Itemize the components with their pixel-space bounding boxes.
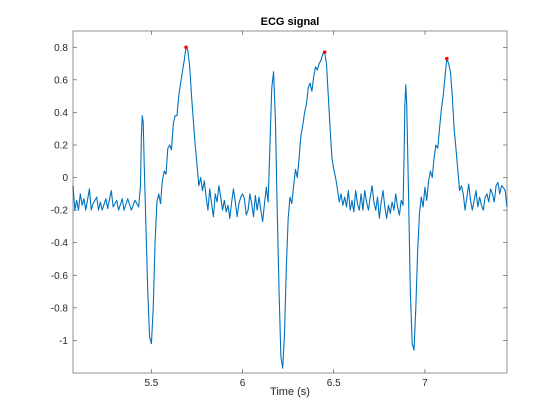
x-tick-label: 6.5 bbox=[327, 378, 341, 389]
x-tick-label: 5.5 bbox=[144, 378, 158, 389]
y-ticks: -1 -0.8 -0.6 -0.4 -0.2 0 0.2 0.4 0.6 0.8 bbox=[51, 43, 507, 347]
x-axis-label: Time (s) bbox=[270, 386, 310, 398]
x-ticks: 5.5 6 6.5 7 bbox=[144, 31, 428, 389]
r-peak-marker bbox=[445, 56, 449, 61]
ecg-signal-line bbox=[72, 46, 508, 369]
y-tick-label: 0.2 bbox=[54, 141, 68, 152]
y-tick-label: 0.8 bbox=[54, 43, 68, 54]
signal-line-layer bbox=[72, 46, 508, 369]
r-peak-marker bbox=[322, 50, 327, 54]
chart-title: ECG signal bbox=[261, 16, 320, 28]
y-tick-label: 0.6 bbox=[54, 75, 68, 86]
r-peak-marker bbox=[184, 45, 188, 50]
x-tick-label: 7 bbox=[422, 378, 428, 389]
y-tick-label: -1 bbox=[59, 336, 68, 347]
y-tick-label: -0.4 bbox=[51, 238, 69, 249]
x-tick-label: 6 bbox=[240, 378, 246, 389]
peak-marker-layer bbox=[184, 45, 449, 61]
y-tick-label: 0.4 bbox=[54, 108, 68, 119]
y-tick-label: -0.8 bbox=[51, 303, 69, 314]
axes-box bbox=[72, 30, 508, 374]
y-tick-label: -0.6 bbox=[51, 271, 69, 282]
y-tick-label: 0 bbox=[62, 173, 68, 184]
y-tick-label: -0.2 bbox=[51, 206, 69, 217]
